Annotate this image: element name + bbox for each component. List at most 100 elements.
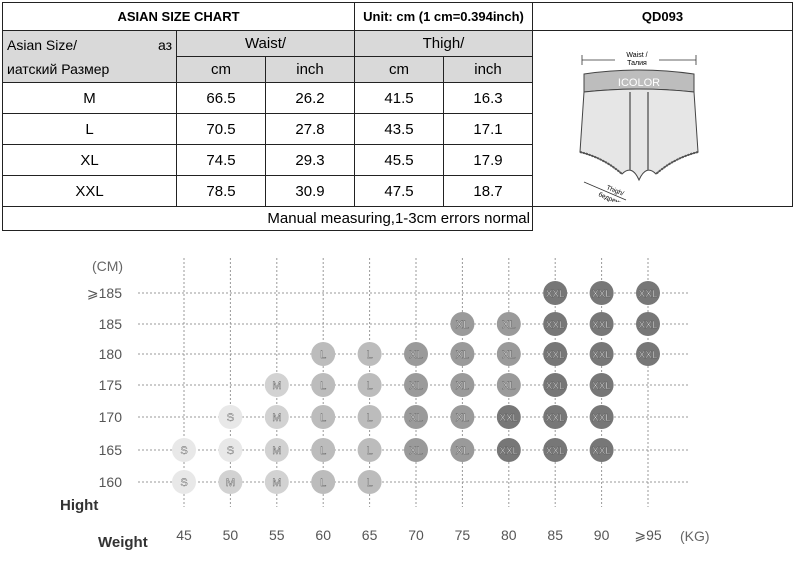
x-tick-label: 80 xyxy=(501,527,517,543)
size-table: ASIAN SIZE CHART Unit: cm (1 cm=0.394inc… xyxy=(2,2,793,231)
size-mark-label: L xyxy=(367,380,373,392)
garment-waist-label-ru: Талия xyxy=(627,60,647,67)
size-mark: L xyxy=(357,405,382,429)
x-tick-label: 90 xyxy=(594,527,610,543)
waist-cm-cell: 74.5 xyxy=(176,144,266,176)
size-mark: XXL xyxy=(543,405,568,429)
size-mark-label: XXL xyxy=(592,381,611,392)
x-tick-label: ⩾95 xyxy=(634,527,662,543)
size-mark-label: XXL xyxy=(639,320,658,331)
size-mark-label: L xyxy=(367,349,373,361)
size-mark-label: XL xyxy=(409,412,422,424)
size-mark: XL xyxy=(404,373,428,397)
thigh-inch-cell: 17.9 xyxy=(443,144,533,176)
size-mark: XXL xyxy=(589,438,614,462)
size-grid-svg: (CM) Hight Weight (KG) XXL XXL XXL XL XL XXL X… xyxy=(60,258,710,551)
size-mark: L xyxy=(311,438,336,462)
size-mark-label: S xyxy=(227,412,234,424)
size-mark-dot xyxy=(218,438,243,462)
size-mark: M xyxy=(264,438,289,462)
size-mark-label: XL xyxy=(456,319,469,331)
garment-brand: ICOLOR xyxy=(617,77,659,89)
garment-illustration-cell: Waist / Талия ICOLOR Thigh/ бедренная ко… xyxy=(532,30,793,207)
size-mark-dot xyxy=(264,405,289,429)
waist-cm-cell: 78.5 xyxy=(176,175,266,207)
x-tick-label: 45 xyxy=(176,527,192,543)
size-mark-dot xyxy=(172,470,196,494)
x-tick-label: 60 xyxy=(315,527,331,543)
size-mark: XXL xyxy=(496,405,521,429)
size-mark: XXL xyxy=(636,281,660,305)
size-mark: XXL xyxy=(589,281,614,305)
size-mark-label: XL xyxy=(409,445,422,457)
asian-size-label: Asian Size/ xyxy=(7,37,78,53)
size-mark-label: S xyxy=(227,445,234,457)
size-mark-label: M xyxy=(226,477,235,489)
y-tick-label: 175 xyxy=(99,377,123,393)
size-mark-dot xyxy=(496,405,521,429)
unit-label: Unit: cm (1 cm=0.394inch) xyxy=(354,2,533,31)
size-mark: XXL xyxy=(543,373,568,397)
size-mark-dot xyxy=(450,312,475,336)
y-tick-label: 160 xyxy=(99,474,123,490)
size-mark-label: XXL xyxy=(592,446,611,457)
thigh-header: Thigh/ xyxy=(354,30,533,57)
waist-inch-cell: 27.8 xyxy=(265,113,355,145)
waist-inch-cell: 30.9 xyxy=(265,175,355,207)
size-mark-dot xyxy=(404,438,428,462)
size-mark-dot xyxy=(496,312,521,336)
size-mark-dot xyxy=(543,438,568,462)
waist-cm-cell: 70.5 xyxy=(176,113,266,145)
asian-size-label-ru-prefix: аз xyxy=(157,37,172,53)
garment-body xyxy=(578,88,699,181)
asian-size-label-ru: иатский Размер xyxy=(7,61,110,77)
size-mark-dot xyxy=(404,373,428,397)
size-mark: L xyxy=(311,405,336,429)
y-tick-label: 180 xyxy=(99,346,123,362)
chart-title: ASIAN SIZE CHART xyxy=(2,2,355,31)
size-mark-dot xyxy=(218,470,243,494)
waist-cm-header: cm xyxy=(176,56,266,83)
size-mark: XL xyxy=(496,312,521,336)
size-cell: XL xyxy=(2,144,177,176)
size-mark-dot xyxy=(218,405,243,429)
size-mark: XXL xyxy=(543,312,568,336)
size-mark: M xyxy=(218,470,243,494)
size-mark-label: M xyxy=(272,380,281,392)
size-mark-label: XL xyxy=(409,380,422,392)
size-mark: XL xyxy=(450,405,475,429)
unit-row: cm inch cm inch xyxy=(3,56,793,83)
size-mark: M xyxy=(264,470,289,494)
size-mark-dot xyxy=(357,373,382,397)
size-mark-dot xyxy=(589,342,614,366)
size-mark-label: L xyxy=(367,477,373,489)
size-mark: L xyxy=(357,470,382,494)
size-mark-dot xyxy=(311,342,336,366)
garment-illustration: Waist / Талия ICOLOR Thigh/ бедренная ко… xyxy=(578,52,699,206)
thigh-inch-cell: 18.7 xyxy=(443,175,533,207)
size-mark-dot xyxy=(496,342,521,366)
x-tick-label: 75 xyxy=(455,527,471,543)
size-mark-label: XL xyxy=(456,412,469,424)
size-mark-label: S xyxy=(180,477,187,489)
size-mark: L xyxy=(311,342,336,366)
size-mark: XL xyxy=(450,342,475,366)
size-mark: XL xyxy=(450,312,475,336)
y-tick-label: 185 xyxy=(99,316,123,332)
size-mark-dot xyxy=(264,438,289,462)
size-mark-label: XXL xyxy=(592,413,611,424)
waist-header: Waist/ xyxy=(176,30,355,57)
size-mark-label: XL xyxy=(456,349,469,361)
size-mark-dot xyxy=(404,405,428,429)
size-mark: S xyxy=(218,405,243,429)
size-mark-dot xyxy=(589,405,614,429)
size-cell: L xyxy=(2,113,177,145)
x-tick-label: 65 xyxy=(362,527,378,543)
waist-inch-header: inch xyxy=(265,56,355,83)
size-mark-label: XXL xyxy=(592,320,611,331)
note-row: Manual measuring,1-3cm errors normal xyxy=(2,206,793,231)
size-mark-dot xyxy=(311,470,336,494)
size-mark-label: XXL xyxy=(546,413,565,424)
size-mark-label: XXL xyxy=(546,289,565,300)
size-mark: XXL xyxy=(589,312,614,336)
